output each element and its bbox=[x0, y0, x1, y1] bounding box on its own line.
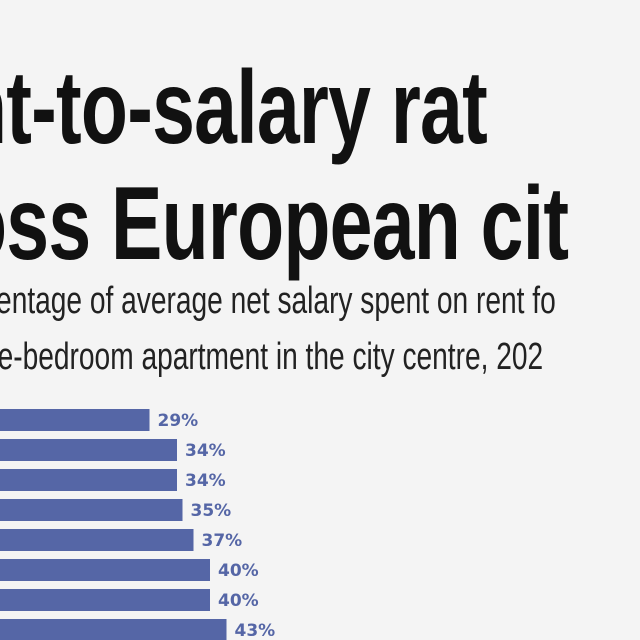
bar-value-label-2: 34% bbox=[185, 471, 226, 491]
bar-1 bbox=[0, 439, 177, 461]
chart-subtitle-line-1: centage of average net salary spent on r… bbox=[0, 280, 556, 322]
bar-chart: 29% 34% 34% 35% 37% 40% 40% 43% bbox=[0, 409, 276, 640]
chart-title-line-2: oss European cit bbox=[0, 166, 569, 282]
bar-5 bbox=[0, 559, 210, 581]
bar-value-label-7: 43% bbox=[235, 621, 276, 640]
bar-3 bbox=[0, 499, 183, 521]
bar-0 bbox=[0, 409, 150, 431]
bar-6 bbox=[0, 589, 210, 611]
bar-2 bbox=[0, 469, 177, 491]
bar-7 bbox=[0, 619, 227, 640]
bar-4 bbox=[0, 529, 194, 551]
bar-value-label-0: 29% bbox=[158, 411, 199, 431]
bar-value-label-3: 35% bbox=[191, 501, 232, 521]
chart-title-line-1: nt-to-salary rat bbox=[0, 50, 488, 166]
bar-value-label-6: 40% bbox=[218, 591, 259, 611]
bar-value-label-1: 34% bbox=[185, 441, 226, 461]
bar-value-label-4: 37% bbox=[202, 531, 243, 551]
chart-subtitle-line-2: ne-bedroom apartment in the city centre,… bbox=[0, 336, 544, 378]
bar-value-label-5: 40% bbox=[218, 561, 259, 581]
